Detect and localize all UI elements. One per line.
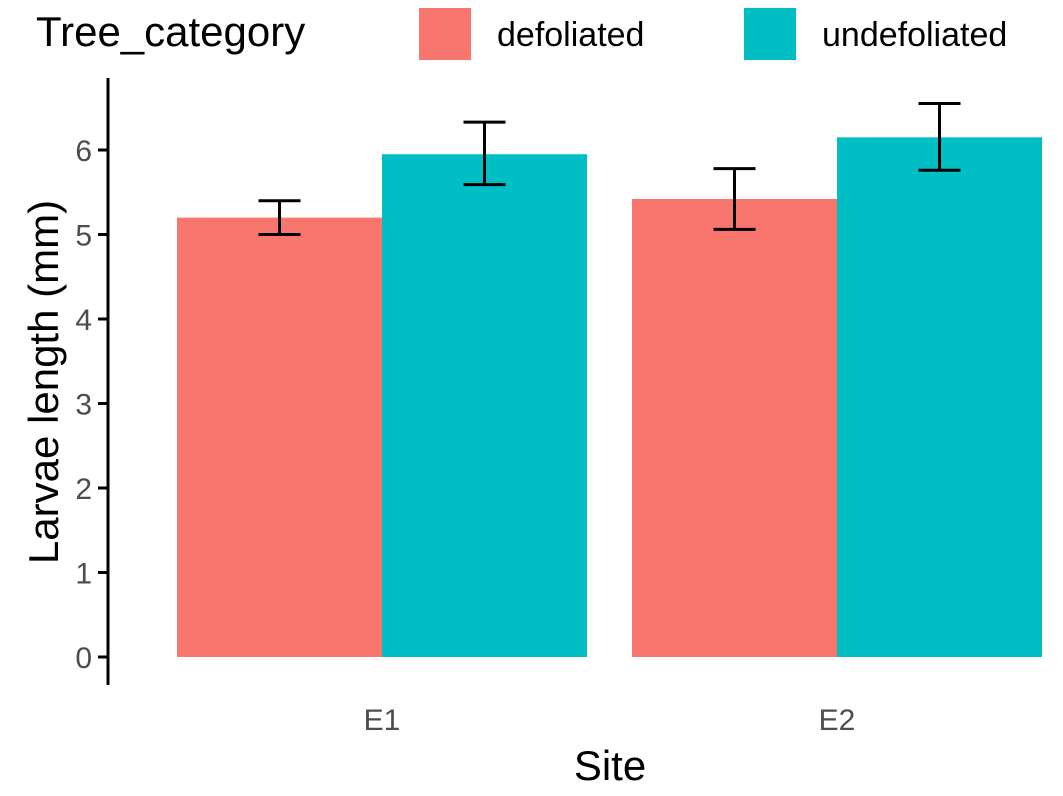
error-bar-undefoliated-E1 xyxy=(463,120,506,187)
legend-swatch-defoliated xyxy=(419,8,471,60)
y-tick-label-0: 0 xyxy=(75,642,92,675)
legend-title: Tree_category xyxy=(36,8,305,55)
error-bars-group xyxy=(258,102,961,236)
bar-defoliated-E1 xyxy=(177,217,382,657)
bar-defoliated-E2 xyxy=(632,199,837,657)
y-axis-title: Larvae length (mm) xyxy=(20,200,67,564)
y-tick-label-5: 5 xyxy=(75,220,92,253)
y-tick-label-3: 3 xyxy=(75,389,92,422)
error-bar-defoliated-E2 xyxy=(713,167,756,231)
x-tick-label-E1: E1 xyxy=(364,704,401,737)
y-tick-label-6: 6 xyxy=(75,135,92,168)
x-axis: E1 E2 xyxy=(364,704,856,737)
x-tick-label-E2: E2 xyxy=(819,704,856,737)
y-tick-label-1: 1 xyxy=(75,558,92,591)
bar-undefoliated-E1 xyxy=(382,154,587,657)
bars-group xyxy=(177,137,1042,657)
y-tick-label-4: 4 xyxy=(75,304,92,337)
y-axis: 0 1 2 3 4 5 6 xyxy=(75,78,110,685)
x-axis-title: Site xyxy=(574,742,646,789)
legend-label-undefoliated: undefoliated xyxy=(822,16,1007,54)
error-bar-undefoliated-E2 xyxy=(918,102,961,172)
y-tick-label-2: 2 xyxy=(75,473,92,506)
legend-swatch-undefoliated xyxy=(744,8,796,60)
bar-undefoliated-E2 xyxy=(837,137,1042,657)
legend: Tree_category defoliated undefoliated xyxy=(36,8,1007,60)
error-bar-defoliated-E1 xyxy=(258,199,301,236)
legend-label-defoliated: defoliated xyxy=(497,16,644,54)
